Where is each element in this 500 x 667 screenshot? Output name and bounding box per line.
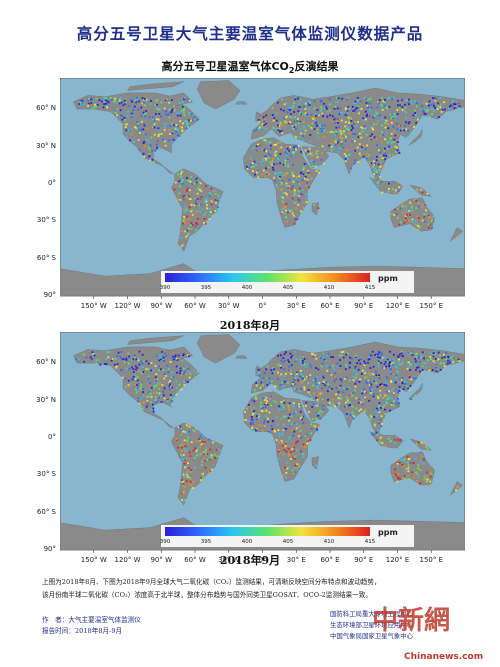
co2-retrieval-points: [78, 96, 461, 248]
latitude-tick-label: 30° S: [36, 470, 56, 479]
latitude-tick-label: 60° N: [36, 358, 56, 367]
landmass-greenland: [197, 334, 241, 364]
longitude-tick-label: 120° E: [386, 556, 410, 564]
colorbar-unit: ppm: [378, 274, 398, 283]
longitude-tick-label: 150° E: [419, 302, 443, 310]
longitude-tick-label: 150° W: [81, 302, 107, 310]
colorbar: [165, 273, 370, 282]
longitude-tick-label: 60° W: [184, 302, 206, 310]
longitude-tick-label: 150° W: [81, 556, 107, 564]
longitude-tick-label: 30° W: [218, 556, 240, 564]
colorbar-tick-label: 415: [365, 539, 376, 545]
longitude-tick-label: 0°: [259, 302, 267, 310]
landmass-greenland: [197, 80, 241, 110]
longitude-tick-label: 90° E: [354, 556, 373, 564]
latitude-tick-label: 90°: [43, 545, 56, 553]
footer-org-1: 国防科工局重大专项工程中心: [330, 610, 414, 618]
latitude-tick-label: 0°: [48, 178, 56, 187]
longitude-tick-label: 60° E: [320, 556, 339, 564]
colorbar-tick-label: 410: [324, 539, 335, 545]
longitude-tick-label: 30° E: [287, 302, 306, 310]
footer-right: 国防科工局重大专项工程中心 生态环境部卫星环境应用中心 中国气象局国家卫星气象中…: [330, 609, 413, 642]
longitude-tick-label: 0°: [259, 556, 267, 564]
footer-date: 报告时间：2018年8月-9月: [42, 627, 123, 635]
footer-org-3: 中国气象局国家卫星气象中心: [330, 632, 414, 640]
longitude-tick-label: 90° E: [354, 302, 373, 310]
longitude-tick-label: 60° W: [184, 556, 206, 564]
page-title: 高分五号卫星大气主要温室气体监测仪数据产品: [76, 25, 424, 43]
landmass-eurasia: [251, 87, 465, 184]
colorbar-tick-label: 415: [365, 285, 376, 291]
longitude-tick-label: 60° E: [320, 302, 339, 310]
latitude-tick-label: 30° N: [36, 395, 56, 404]
co2-map-august: 390 395 400 405 410 415 ppm 150° W 120° W 90° W 60…: [60, 78, 465, 313]
longitude-tick-label: 120° W: [114, 302, 140, 310]
landmass-africa: [243, 391, 321, 482]
map-caption-august: 2018年8月: [219, 319, 281, 332]
map-subtitle: 高分五号卫星温室气体CO2反演结果: [161, 60, 339, 76]
colorbar: [165, 527, 370, 536]
colorbar-tick-label: 410: [324, 285, 335, 291]
colorbar-tick-label: 395: [201, 539, 212, 545]
latitude-tick-label: 90°: [43, 291, 56, 299]
colorbar-unit: ppm: [378, 528, 398, 537]
landmass-madagascar: [311, 456, 320, 470]
watermark-site: Chinanews.com: [404, 652, 484, 662]
longitude-tick-label: 90° W: [150, 556, 172, 564]
co2-map-september: 390 395 400 405 410 415 ppm 150° W 120° W 90° W 60…: [60, 332, 465, 567]
longitude-tick-label: 150° E: [419, 556, 443, 564]
colorbar-tick-label: 405: [283, 285, 294, 291]
latitude-tick-label: 60° N: [36, 104, 56, 113]
longitude-tick-label: 120° E: [386, 302, 410, 310]
latitude-tick-label: 30° S: [36, 216, 56, 225]
longitude-tick-label: 90° W: [150, 302, 172, 310]
watermark-logo: 中新網: [372, 606, 451, 636]
colorbar-tick-label: 405: [283, 539, 294, 545]
colorbar-tick-label: 400: [242, 285, 253, 291]
longitude-tick-label: 30° E: [287, 556, 306, 564]
footer-left: 作 者：大气主要温室气体监测仪 报告时间：2018年8月-9月: [42, 615, 141, 637]
footer-org-2: 生态环境部卫星环境应用中心: [330, 621, 414, 629]
description-text: 上图为2018年8月、下图为2018年9月全球大气二氧化碳（CO₂）监测结果，可…: [42, 576, 462, 602]
landmass-baffin: [166, 92, 194, 107]
colorbar-tick-label: 395: [201, 285, 212, 291]
colorbar-tick-label: 390: [160, 285, 171, 291]
landmass-japan: [408, 129, 423, 146]
landmass-north-america: [73, 92, 200, 175]
latitude-tick-label: 0°: [48, 432, 56, 441]
longitude-tick-label: 30° W: [218, 302, 240, 310]
latitude-tick-label: 60° S: [36, 507, 56, 516]
longitude-tick-label: 120° W: [114, 556, 140, 564]
map-caption-september: 2018年9月: [219, 554, 281, 567]
footer-author: 作 者：大气主要温室气体监测仪: [42, 616, 141, 624]
landmass-iceland: [235, 101, 248, 105]
colorbar-tick-label: 390: [160, 539, 171, 545]
landmass-iceland: [235, 355, 248, 359]
colorbar-tick-label: 400: [242, 539, 253, 545]
landmass-arctic-islands: [127, 81, 184, 91]
latitude-tick-label: 60° S: [36, 253, 56, 262]
landmass-arctic-islands: [127, 335, 184, 345]
landmass-uk: [255, 365, 266, 376]
description-line-1: 上图为2018年8月、下图为2018年9月全球大气二氧化碳（CO₂）监测结果，可…: [42, 578, 381, 586]
description-line-2: 该月份南半球二氧化碳（CO₂）浓度高于北半球，整体分布趋势与国外同类卫星GOSA…: [42, 591, 372, 599]
latitude-tick-label: 30° N: [36, 141, 56, 150]
co2-retrieval-points: [75, 350, 461, 503]
